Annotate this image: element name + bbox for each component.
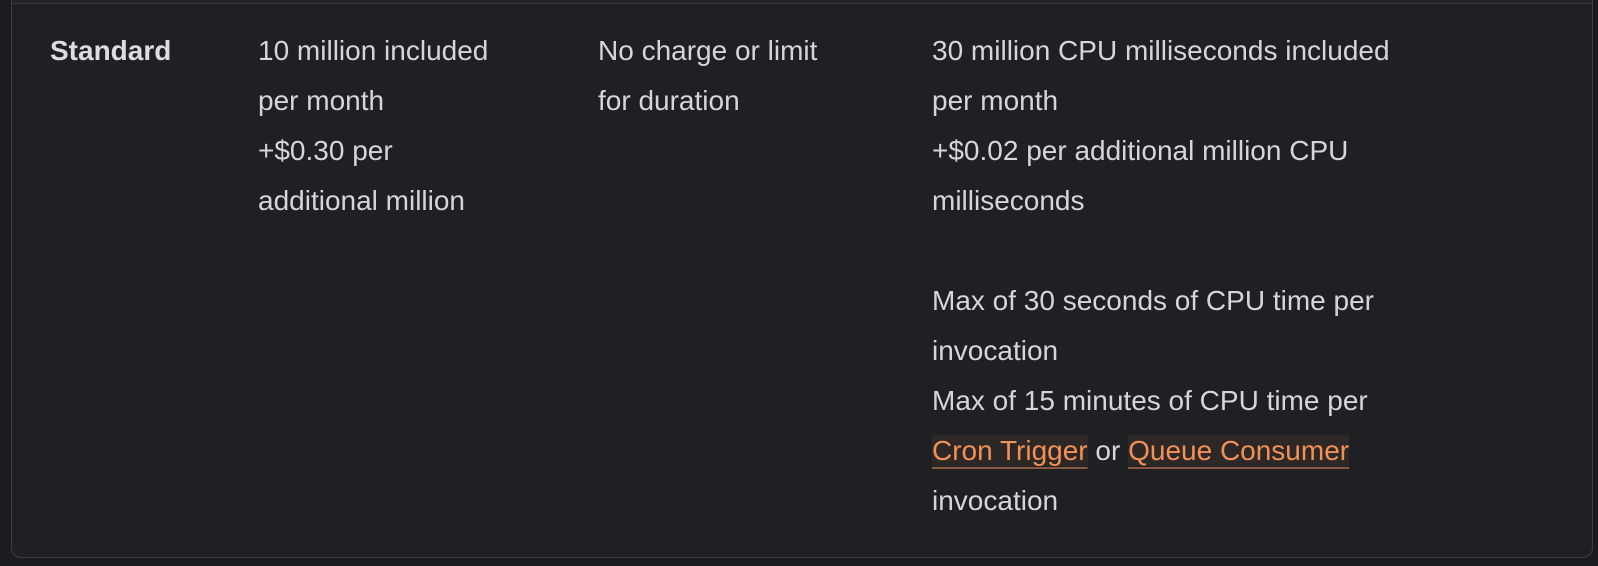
cpu-pricing-details: 30 million CPU milliseconds included per… (932, 35, 1390, 416)
link-separator-text: or (1087, 435, 1129, 466)
cron-trigger-link[interactable]: Cron Trigger (932, 435, 1088, 466)
queue-consumer-link[interactable]: Queue Consumer (1128, 435, 1350, 466)
pricing-table: Standard 10 million included per month +… (11, 0, 1593, 558)
plan-name-label: Standard (50, 35, 172, 66)
duration-cell: No charge or limit for duration (560, 26, 894, 126)
previous-row-edge (12, 0, 1592, 4)
cpu-invocation-text: invocation (932, 485, 1059, 516)
cpu-time-cell: 30 million CPU milliseconds included per… (894, 26, 1592, 526)
cpu-pricing-text: 30 million CPU milliseconds included per… (932, 26, 1582, 526)
duration-pricing-text: No charge or limit for duration (598, 35, 818, 116)
requests-cell: 10 million included per month +$0.30 per… (220, 26, 560, 226)
requests-pricing-text: 10 million included per month +$0.30 per… (258, 35, 489, 216)
standard-plan-row: Standard 10 million included per month +… (12, 4, 1592, 557)
plan-name-cell: Standard (12, 26, 220, 76)
